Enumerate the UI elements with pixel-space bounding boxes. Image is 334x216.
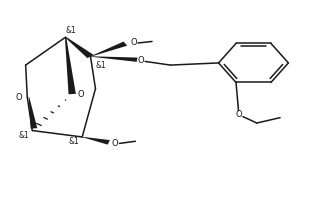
Text: O: O [130, 38, 137, 48]
Polygon shape [29, 97, 37, 129]
Text: &1: &1 [19, 131, 29, 140]
Polygon shape [90, 41, 127, 57]
Text: O: O [137, 56, 144, 65]
Polygon shape [91, 56, 137, 62]
Polygon shape [65, 37, 76, 94]
Text: O: O [77, 90, 84, 98]
Text: &1: &1 [95, 60, 106, 70]
Text: &1: &1 [65, 26, 76, 35]
Text: O: O [112, 139, 119, 148]
Polygon shape [82, 137, 110, 145]
Text: O: O [235, 110, 242, 119]
Text: O: O [16, 93, 22, 102]
Polygon shape [65, 37, 94, 58]
Text: &1: &1 [68, 137, 79, 146]
